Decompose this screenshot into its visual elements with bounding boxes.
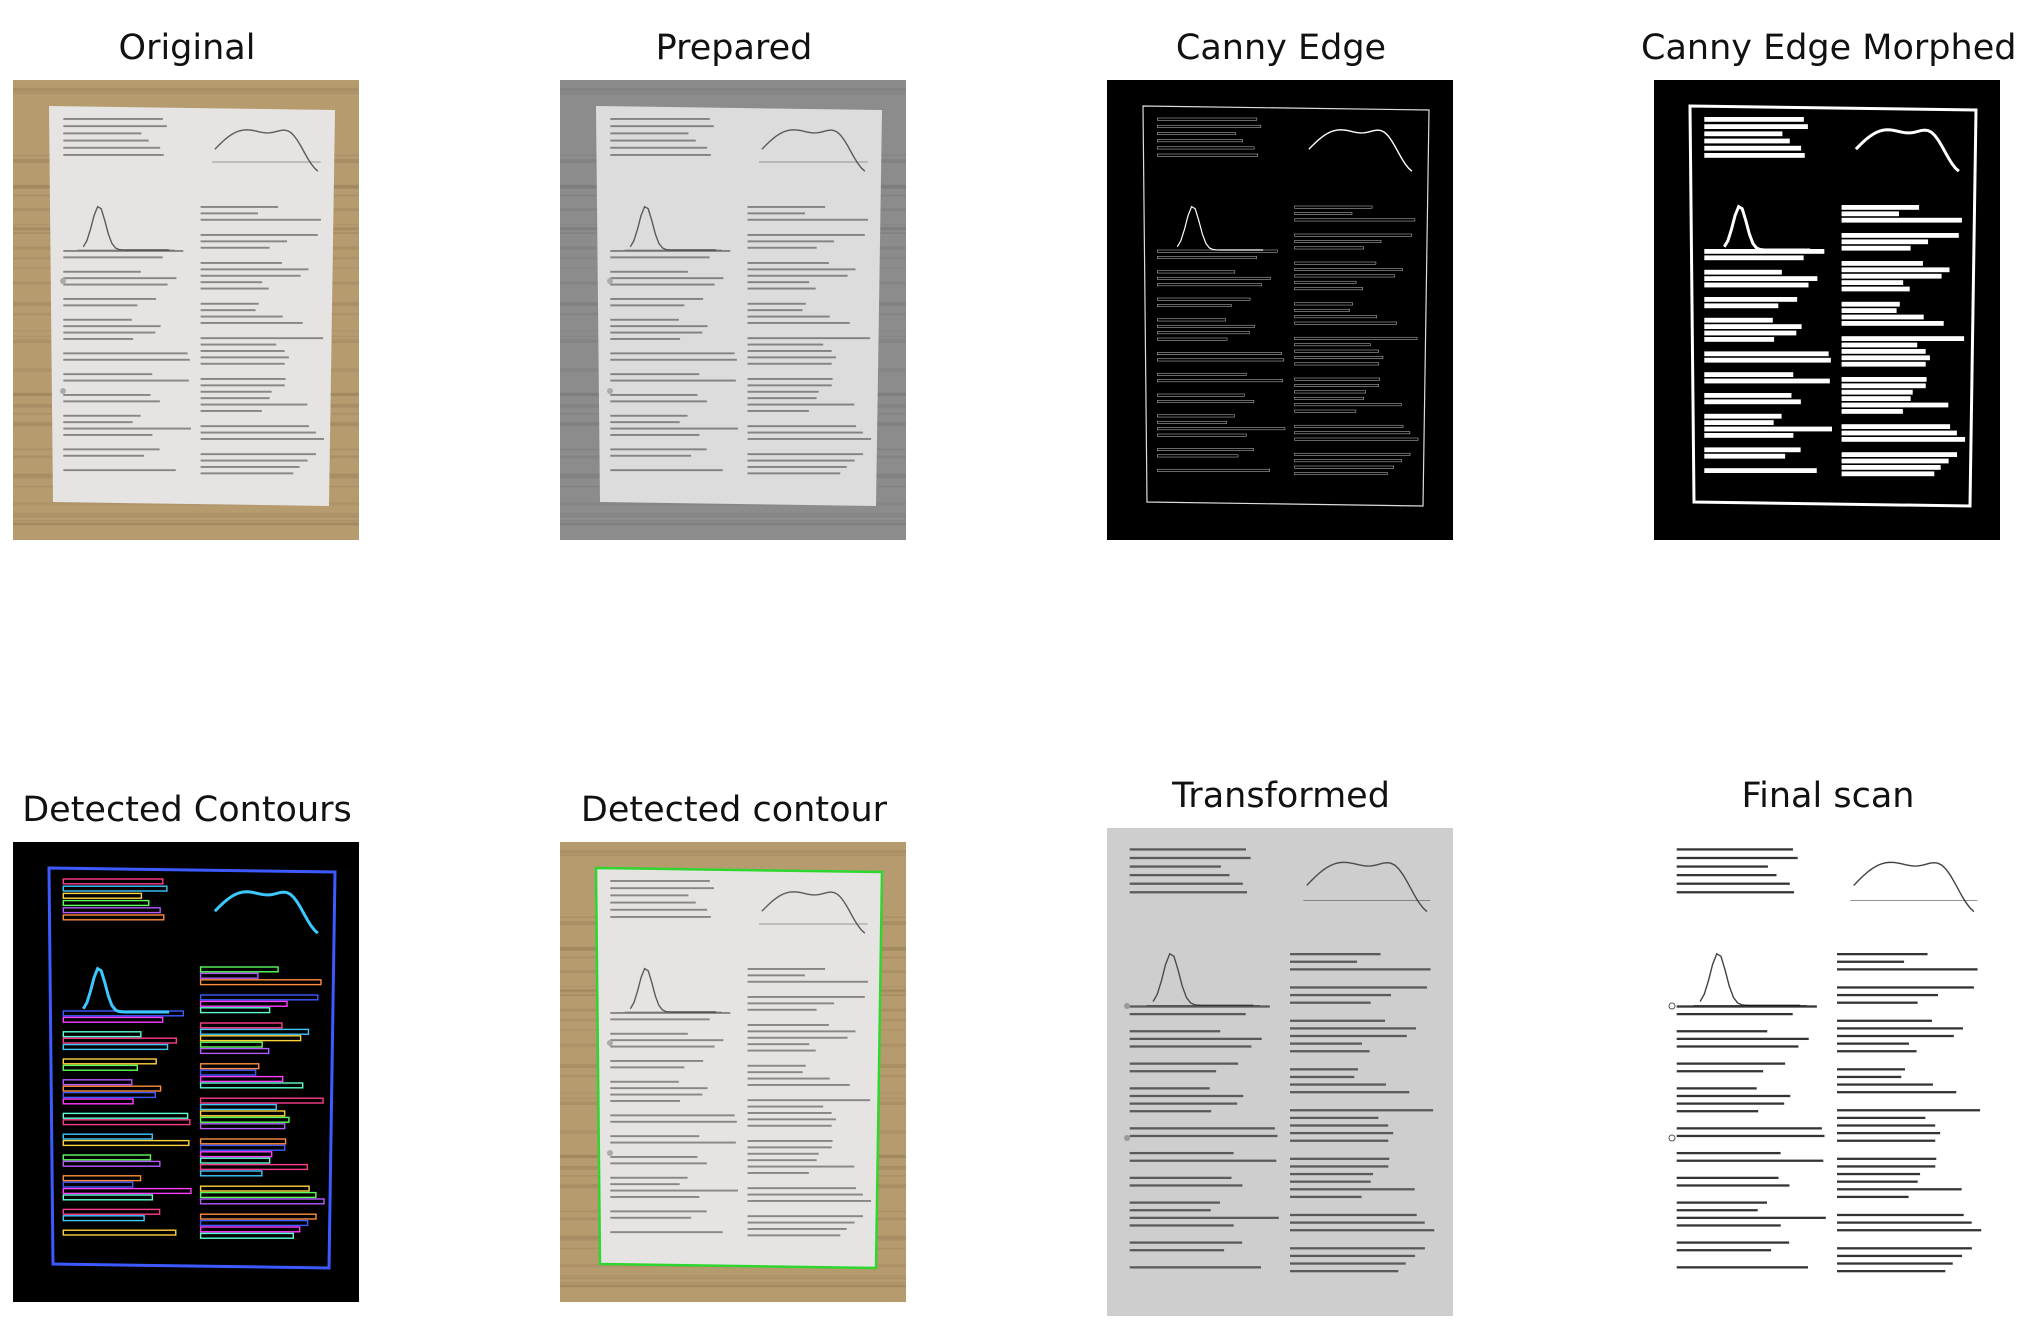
panel-title: Final scan [1741, 776, 1915, 816]
panel-contour: Detected contour [547, 782, 921, 1302]
panel-prepared: Prepared [547, 20, 921, 540]
final-image [1654, 828, 2000, 1316]
transformed-page [1107, 828, 1453, 1316]
prepared-image [560, 80, 906, 540]
contours-drawing [13, 842, 359, 1302]
contour-image [560, 842, 906, 1302]
panel-final: Final scan [1641, 768, 2015, 1320]
panel-canny: Canny Edge [1094, 20, 1468, 540]
panel-transformed: Transformed [1094, 768, 1468, 1320]
panel-morphed: Canny Edge Morphed [1641, 20, 2017, 540]
contour-photo [560, 842, 906, 1302]
panel-original: Original [0, 20, 374, 540]
panel-contours: Detected Contours [0, 782, 374, 1302]
panel-title: Transformed [1172, 776, 1390, 816]
morphed-edges [1654, 80, 2000, 540]
canny-image [1107, 80, 1453, 540]
original-photo [13, 80, 359, 540]
panel-title: Original [118, 28, 256, 68]
prepared-photo [560, 80, 906, 540]
contours-image [13, 842, 359, 1302]
panel-title: Canny Edge [1175, 28, 1387, 68]
canny-edges [1107, 80, 1453, 540]
morphed-image [1654, 80, 2000, 540]
original-image [13, 80, 359, 540]
transformed-image [1107, 828, 1453, 1316]
panel-title: Detected contour [580, 790, 888, 830]
panel-title: Detected Contours [22, 790, 352, 830]
final-page [1654, 828, 2000, 1316]
panel-title: Prepared [655, 28, 813, 68]
panel-title: Canny Edge Morphed [1641, 28, 2017, 68]
